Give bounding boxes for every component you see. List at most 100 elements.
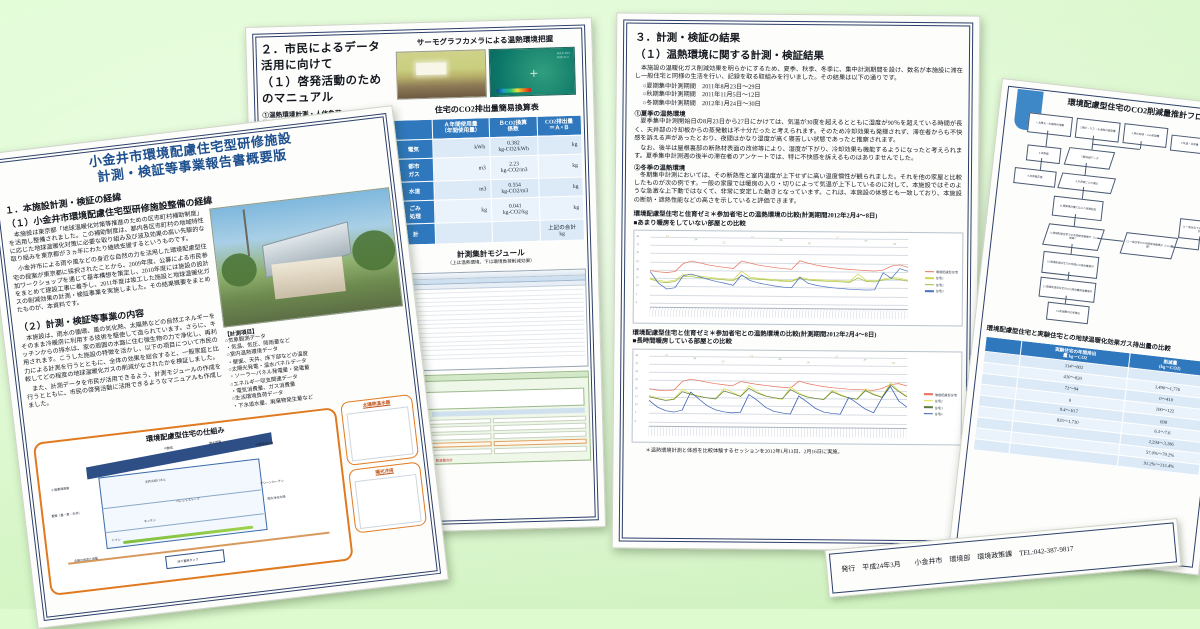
legend-item: 住宅2	[924, 282, 958, 288]
chart-2-plot	[648, 355, 908, 425]
flow-node: 7.観測値データ	[1063, 147, 1116, 170]
chart-y-tick: 30	[635, 370, 639, 374]
legend-swatch	[923, 406, 933, 408]
legend-label: 住宅1	[935, 276, 944, 281]
co2-unit-1: m3	[433, 156, 491, 182]
document-page-results[interactable]: ３．計測・検証の結果 （１）温熱環境に関する計測・検証結果 本施設の温暖化ガス削…	[611, 12, 981, 552]
legend-swatch	[923, 413, 933, 415]
chart-y-tick: 40	[636, 235, 640, 239]
utility-pole	[242, 209, 250, 257]
chart-y-tick: 15	[634, 394, 638, 398]
flow-node: 8.実測補正値	[1013, 167, 1057, 188]
crosshair-icon	[531, 70, 538, 77]
flow-node: 12.一般住宅での年間使用量推計（CO2換算）	[1119, 232, 1179, 260]
co2-out-2: kg	[538, 176, 584, 198]
chart-y-tick: 25	[635, 378, 638, 382]
co2-coef-3: 0.041 kg-CO2/kg	[491, 197, 540, 222]
legend-swatch	[924, 277, 934, 279]
chart-y-tick: 20	[635, 386, 638, 390]
flow-node: 15.環境配慮型住宅のCO2排出量削減量推計	[1038, 276, 1097, 303]
chart-y-tick: 40	[635, 353, 639, 357]
legend-label: 住宅3	[934, 405, 943, 410]
legend-swatch	[924, 283, 934, 286]
chart-y-tick: 10	[635, 284, 639, 288]
legend-item: 住宅3	[923, 405, 957, 410]
legend-label: 住宅3	[935, 289, 944, 294]
photo-interior-room	[395, 49, 488, 100]
co2-out-4: 上記の合計 kg	[539, 218, 585, 242]
chart-y-tick: 30	[636, 251, 640, 255]
chart-y-tick: 15	[636, 276, 639, 280]
chart-series-line	[648, 385, 908, 415]
chart-series-line	[650, 260, 909, 273]
legend-item: 環境配慮型住宅	[924, 269, 958, 274]
chart-1-series-svg	[649, 260, 909, 291]
co2-th-usage: Ａ年間使用量 （年間使用量）	[432, 117, 490, 140]
house-mechanism-diagram: 環境配慮型住宅の仕組み 小屋裏通風層 蓄壁（基・夏・天井） 可動庇 散水配管	[32, 406, 354, 596]
flow-node: 2.雨水・ガス・水道等の使用量	[1074, 117, 1121, 143]
document-page-summary[interactable]: 小金井市環境配慮住宅型研修施設 計測・検証等事業報告書概要版 １．本施設計測・検…	[0, 105, 449, 629]
gas-emission-table: 実験住宅の年間排出量 kg－CO2 削減量 (kg－CO2) 314～802 41…	[973, 336, 1200, 476]
legend-label: 環境配慮型住宅	[934, 392, 958, 398]
results-para-2: 夏季集中計測開始日の8月23日から27日にかけては、気温が30度を超えるとともに…	[634, 118, 963, 145]
temperature-chart-2[interactable]: 2/42/42/52/52/62/62/72/72/8 環境配慮型住宅住宅2住宅…	[631, 348, 963, 446]
co2-reduction-flowchart: 1.太陽光・太陽熱利用量 2.雨水・ガス・水道等の使用量 3.排水処理・ごみ処理…	[988, 106, 1200, 342]
legend-label: 住宅2	[934, 399, 943, 404]
chart-2-x-axis	[648, 425, 907, 438]
results-para-4: 冬期集中計測においては、その断熱性と室内温度が上下せずに高い温度慣性が観られまし…	[633, 171, 962, 205]
results-heading-2: （１）温熱環境に関する計測・検証結果	[634, 49, 825, 63]
chart-y-tick: 35	[635, 361, 639, 365]
flow-node: 1.太陽光・太陽熱利用量	[1027, 112, 1074, 138]
co2-unit-2: m3	[433, 179, 492, 201]
legend-label: 住宅4	[934, 412, 943, 417]
co2-unit-3: kg	[434, 198, 492, 224]
flow-node: 4.気温・日射量	[1169, 134, 1200, 155]
legend-label: 住宅2	[935, 283, 944, 288]
co2-unit-0: kWh	[432, 137, 490, 159]
side-artwork-1	[346, 406, 414, 462]
flow-node: 6.実測値	[1025, 144, 1062, 165]
flow-node: 10.積算推計量に応じた係数設定	[1051, 195, 1104, 222]
chart-series-line	[649, 275, 909, 284]
photo-eco-house	[209, 186, 404, 328]
flow-node: 3.排水処理・ごみ処理量	[1122, 123, 1169, 149]
results-para-1: 本施設の温暖化ガス削減効果を明らかにするため、夏季、秋季、冬季に、集中計測期間を…	[634, 64, 963, 83]
chart-2-series-svg	[648, 378, 908, 415]
thermal-readout-label: MAX 28.4 MIN 21.0	[556, 50, 570, 60]
co2-coef-4	[491, 220, 541, 243]
side-diagram-solar-cooling: 陽光冷房	[348, 461, 428, 534]
legend-item: 住宅3	[924, 289, 958, 294]
co2-coef-2: 0.554 kg-CO2/m3	[490, 178, 539, 199]
side-artwork-2	[354, 473, 422, 529]
chart-2-caption: 環境配慮型住宅と住育ゼミ＊参加者宅との温熱環境の比較(計測期間2012年2月4～…	[632, 329, 877, 346]
co2-out-1: kg	[537, 153, 583, 179]
co2-th-blank	[393, 119, 433, 141]
legend-item: 住宅4	[923, 411, 957, 417]
chart-y-tick: 25	[636, 259, 639, 263]
thermal-color-scale	[496, 87, 531, 93]
chart-y-tick: 10	[634, 403, 638, 407]
co2-conversion-table: Ａ年間使用量 （年間使用量） ＢCO2換算 係数 CO2排出量 ＝Ａ×Ｂ 電気 kWh…	[393, 115, 585, 246]
flow-node: 13.一般住宅での年間使用量換算量計算式	[1178, 218, 1200, 244]
flow-node: 9.計測値ごとの補正	[1057, 172, 1117, 195]
chart-1-legend: 環境配慮型住宅 住宅1 住宅2 住宅3	[924, 269, 959, 295]
mech-label-1: 蓄壁（基・夏・天井）	[51, 510, 82, 519]
chart-2-legend: 環境配慮型住宅 住宅2 住宅3 住宅4	[923, 392, 958, 418]
chart-1-plot	[649, 236, 909, 306]
co2-coef-1: 2.23 kg-CO2/m3	[489, 155, 539, 180]
mech-label-4: 水蓄熱温水器	[255, 440, 274, 448]
co2-out-3: kg	[538, 195, 584, 221]
flow-node: 16.削減量の比率算出	[1045, 301, 1090, 325]
legend-swatch	[924, 270, 934, 273]
chart-1-caption: 環境配慮型住宅と住育ゼミ＊参加者宅との温熱環境の比較(計測期間2012年2月4～…	[633, 210, 878, 228]
co2-coef-0: 0.382 kg-CO2/kWh	[489, 136, 538, 157]
legend-swatch	[924, 290, 934, 292]
temperature-chart-1[interactable]: 2/42/42/52/52/62/62/72/72/8 環境配慮型住宅住宅1住宅…	[632, 229, 964, 327]
mech-label-0: 小屋裏通風層	[51, 486, 70, 493]
chart-1-x-axis	[649, 306, 908, 319]
chart-series-line	[648, 383, 908, 401]
chart-y-tick: 35	[636, 243, 640, 247]
co2-unit-4	[434, 221, 493, 245]
photo-thermograph: MAX 28.4 MIN 21.0	[488, 46, 576, 98]
mech-label-2: 可動庇	[163, 445, 174, 451]
